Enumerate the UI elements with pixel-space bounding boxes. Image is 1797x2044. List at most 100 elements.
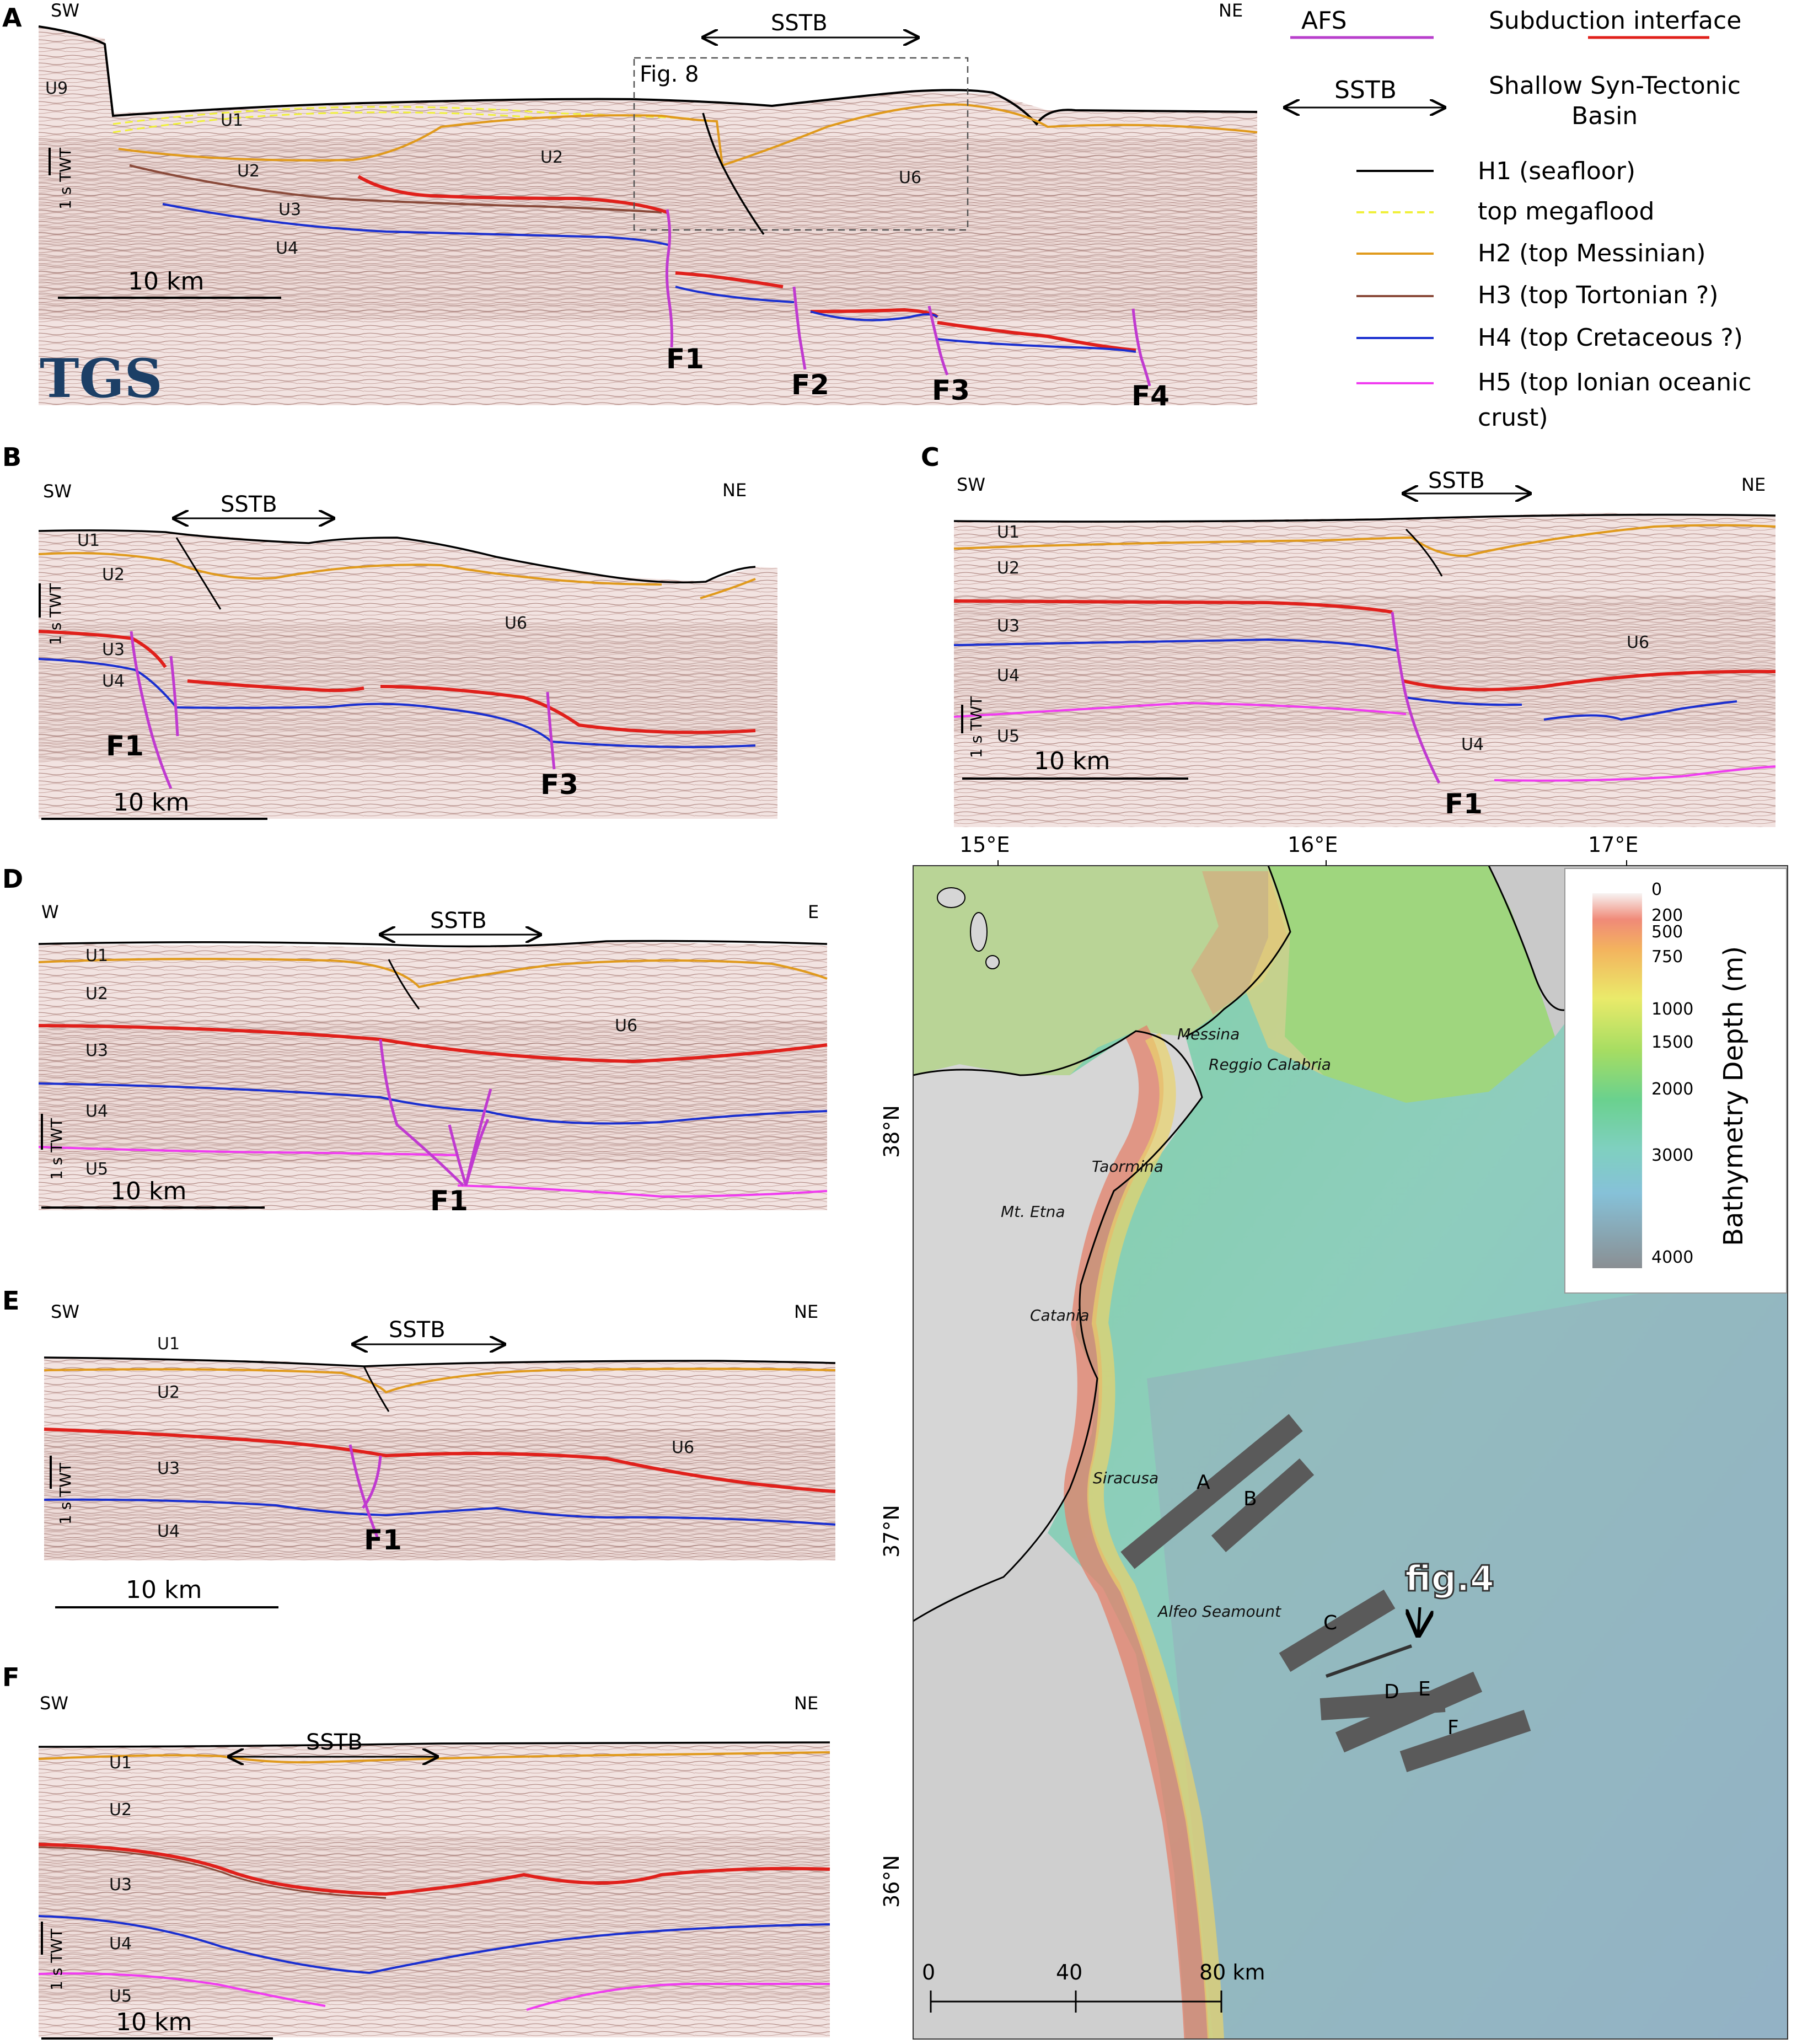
panel-a-unit: U6 — [899, 168, 921, 187]
legend: AFS Subduction interface SSTB Shallow Sy… — [1285, 7, 1752, 432]
panel-a-unit: U1 — [221, 111, 243, 130]
panel-b: B SW NE SSTB U1 U2 U3 U4 U6 1 s TWT 10 k… — [2, 442, 777, 820]
panel-d-sstb: SSTB — [430, 908, 487, 934]
panel-a-sstb: SSTB — [771, 10, 828, 36]
panel-f-label: F — [2, 1662, 19, 1692]
panel-c-left-dir: SW — [957, 474, 985, 495]
legend-subduction: Subduction interface — [1489, 7, 1741, 35]
profile-label: C — [1323, 1612, 1337, 1634]
panel-e-left-dir: SW — [51, 1301, 79, 1322]
panel-b-unit: U4 — [102, 672, 125, 691]
lon-tick: 16°E — [1288, 833, 1338, 857]
legend-afs: AFS — [1301, 7, 1347, 35]
panel-f-left-dir: SW — [40, 1693, 68, 1714]
panel-e-unit: U6 — [672, 1438, 694, 1457]
panel-d: D W E SSTB U1 U2 U3 U4 U5 U6 1 s TWT 10 … — [2, 864, 828, 1217]
lat-tick: 37°N — [879, 1505, 904, 1558]
panel-e-scale: 10 km — [126, 1576, 202, 1604]
panel-f-unit: U3 — [109, 1875, 132, 1895]
panel-c-fault-label: F1 — [1445, 788, 1483, 820]
panel-f-twt: 1 s TWT — [47, 1928, 66, 1991]
profile-label: F — [1447, 1716, 1459, 1739]
colorbar-tick: 500 — [1651, 922, 1683, 942]
place-label: Alfeo Seamount — [1157, 1602, 1281, 1621]
panel-e-unit: U1 — [157, 1334, 180, 1354]
panel-d-unit: U6 — [615, 1016, 637, 1036]
profile-label: A — [1197, 1471, 1210, 1494]
panel-a: A Fig. 8 SW NE SSTB U9 U1 U2 U2 U3 U4 U6… — [2, 0, 1258, 412]
panel-f-scale: 10 km — [116, 2008, 192, 2036]
profile-b — [1211, 1458, 1315, 1553]
panel-a-fault-f3 — [927, 305, 949, 375]
place-label: Messina — [1177, 1025, 1240, 1043]
place-label: Catania — [1030, 1306, 1090, 1324]
place-label: Taormina — [1092, 1157, 1163, 1176]
profile-label: B — [1243, 1488, 1257, 1510]
panel-a-h1-seafloor — [38, 25, 1258, 126]
profile-a — [1120, 1414, 1303, 1569]
panel-f-unit: U5 — [109, 1987, 132, 2006]
tgs-logo: TGS — [40, 347, 163, 410]
panel-a-left-dir: SW — [51, 0, 79, 21]
place-label: Reggio Calabria — [1209, 1055, 1331, 1074]
panel-b-unit: U1 — [77, 531, 100, 550]
map-scale-tick: 80 km — [1199, 1960, 1265, 1984]
panel-a-fault-label: F1 — [666, 343, 704, 375]
place-label: Siracusa — [1093, 1469, 1158, 1487]
profile-c — [1279, 1589, 1396, 1672]
panel-a-fault-f1 — [665, 209, 673, 348]
panel-f-sstb: SSTB — [306, 1730, 363, 1755]
panel-d-scale: 10 km — [110, 1177, 186, 1205]
panel-d-twt: 1 s TWT — [47, 1118, 66, 1180]
lat-tick: 38°N — [879, 1105, 904, 1158]
panel-c-unit: U2 — [997, 559, 1020, 578]
panel-f: F SW NE SSTB U1 U2 U3 U4 U5 1 s TWT 10 k… — [2, 1662, 830, 2040]
colorbar-tick: 200 — [1651, 906, 1683, 925]
colorbar-tick: 750 — [1651, 947, 1683, 967]
panel-e-sstb: SSTB — [389, 1317, 446, 1343]
panel-c-unit: U4 — [997, 666, 1020, 685]
panel-d-unit: U1 — [85, 946, 108, 965]
panel-b-fault-label: F3 — [540, 769, 578, 801]
panel-a-fault-label: F4 — [1131, 380, 1170, 412]
panel-a-fig8-label: Fig. 8 — [640, 62, 699, 87]
panel-b-unit: U3 — [102, 640, 125, 659]
lon-tick: 15°E — [959, 833, 1010, 857]
panel-c-unit: U3 — [997, 616, 1020, 636]
colorbar-tick: 2000 — [1651, 1080, 1693, 1099]
panel-a-h2 — [118, 103, 1258, 167]
panel-a-fault-label: F3 — [932, 374, 970, 406]
legend-h5: H5 (top Ionian oceanic — [1478, 368, 1752, 396]
panel-e-label: E — [2, 1286, 19, 1316]
panel-d-unit: U5 — [85, 1160, 108, 1179]
legend-megaflood: top megaflood — [1478, 197, 1654, 226]
legend-sstb-desc: Shallow Syn-Tectonic — [1489, 72, 1741, 100]
panel-f-unit: U4 — [109, 1934, 132, 1954]
panel-b-right-dir: NE — [722, 480, 747, 501]
legend-h5-2: crust) — [1478, 404, 1548, 432]
panel-a-h3 — [129, 164, 662, 213]
profile-label: E — [1418, 1678, 1431, 1700]
legend-h2: H2 (top Messinian) — [1478, 239, 1706, 267]
panel-e-fault-label: F1 — [364, 1524, 402, 1556]
panel-e-unit: U2 — [157, 1383, 180, 1402]
map-scale-tick: 40 — [1056, 1960, 1082, 1984]
panel-c-unit: U4 — [1461, 735, 1484, 754]
panel-c-label: C — [921, 442, 940, 472]
panel-d-unit: U4 — [85, 1102, 108, 1121]
panel-a-unit: U2 — [237, 162, 260, 181]
panel-b-left-dir: SW — [43, 481, 72, 502]
colorbar-tick: 1000 — [1651, 1000, 1693, 1019]
panel-c-unit: U5 — [997, 727, 1020, 746]
panel-b-scale: 10 km — [113, 788, 189, 817]
panel-f-unit: U2 — [109, 1800, 132, 1820]
panel-d-label: D — [2, 864, 23, 894]
panel-a-label: A — [2, 3, 22, 33]
legend-h4: H4 (top Cretaceous ?) — [1478, 324, 1743, 352]
panel-a-right-dir: NE — [1219, 0, 1243, 21]
legend-sstb-desc-2: Basin — [1571, 102, 1638, 130]
lat-tick: 36°N — [879, 1855, 904, 1908]
panel-a-h4 — [162, 203, 1136, 353]
legend-h3: H3 (top Tortonian ?) — [1478, 281, 1718, 309]
